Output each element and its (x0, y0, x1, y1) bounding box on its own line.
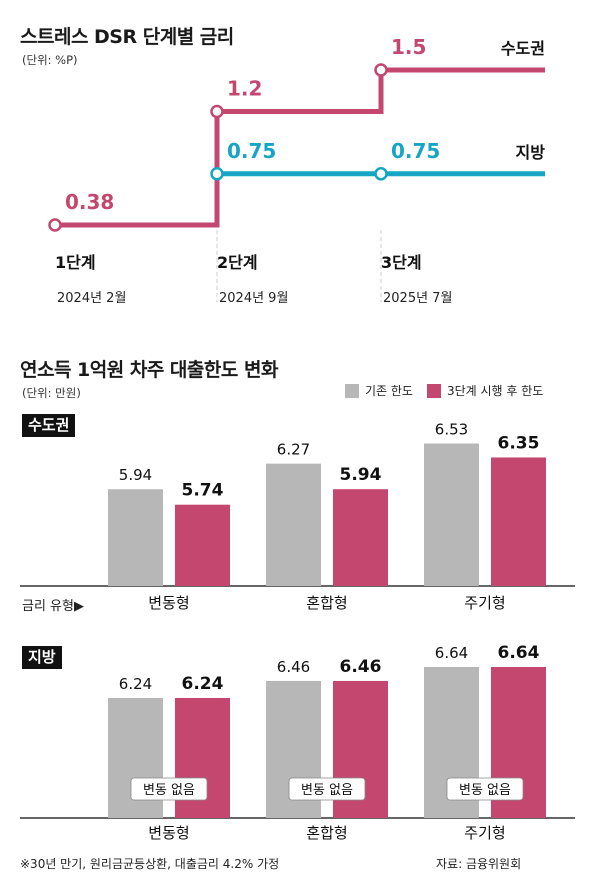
rate-value-label: 1.5 (391, 35, 426, 59)
bar-value-label: 6.24 (119, 675, 152, 693)
bar-value-label: 6.46 (340, 657, 382, 677)
capital-panel: 5.94 5.74 변동형 6.27 5.94 혼합형 6.53 6.35 주기형 (20, 421, 575, 612)
bar-value-label: 5.94 (119, 466, 152, 484)
rate-value-label: 1.2 (227, 77, 262, 101)
bar-value-label: 5.94 (340, 465, 382, 485)
bar-value-label: 6.27 (277, 441, 310, 459)
bottom-chart-title: 연소득 1억원 차주 대출한도 변화 (20, 359, 278, 381)
regional-panel: 6.24 6.24 변동형 변동 없음 6.46 6.46 혼합형 변동 없음 6.64 6.64… (20, 643, 575, 842)
legend-after-label: 3단계 시행 후 한도 (446, 384, 544, 398)
panel-badge-regional: 지방 (22, 646, 62, 669)
source: 자료: 금융위원회 (436, 857, 522, 871)
bar-value-label: 6.64 (498, 643, 540, 663)
rate-point (374, 167, 388, 181)
rate-points (48, 63, 388, 232)
rate-point (210, 104, 224, 119)
no-change-label: 변동 없음 (301, 783, 353, 798)
stage-date: 2025년 7월 (383, 291, 452, 306)
panel-badge-capital: 수도권 (22, 414, 76, 437)
stage-date: 2024년 9월 (219, 291, 288, 306)
stage-label: 3단계 (381, 253, 422, 272)
existing-limit-bar (424, 443, 479, 586)
footnote: ※30년 만기, 원리금균등상환, 대출금리 4.2% 가정 (20, 857, 280, 871)
series-name-capital: 수도권 (501, 39, 545, 58)
rate-point (48, 218, 62, 232)
rate-value-label: 0.75 (227, 139, 276, 163)
existing-limit-bar (108, 489, 163, 586)
bar-value-label: 6.46 (277, 658, 310, 676)
after-limit-bar (333, 489, 388, 586)
stage-date: 2024년 2월 (57, 291, 126, 306)
no-change-badge (446, 777, 524, 801)
rate-value-label: 0.75 (391, 139, 440, 163)
existing-limit-bar (266, 463, 321, 586)
no-change-label: 변동 없음 (143, 783, 195, 798)
bar-value-label: 5.74 (182, 481, 224, 501)
rate-point (210, 167, 224, 181)
bar-value-label: 6.53 (435, 421, 468, 439)
after-limit-bar (175, 504, 230, 586)
stage-label: 1단계 (55, 253, 96, 272)
capital-rate-line (55, 67, 545, 228)
rate-value-label: 0.38 (65, 190, 114, 214)
top-chart-title: 스트레스 DSR 단계별 금리 (20, 26, 234, 48)
rate-point (374, 63, 388, 77)
series-name-regional: 지방 (516, 143, 546, 162)
bar-value-label: 6.64 (435, 644, 468, 662)
stage-label: 2단계 (217, 253, 258, 272)
legend-existing-label: 기존 한도 (365, 384, 413, 398)
rate-value-labels: 0.38 1.2 1.5 0.75 0.75 (65, 35, 440, 214)
no-change-badge (130, 777, 208, 801)
category-label: 주기형 (464, 594, 505, 612)
legend-after-swatch (426, 383, 441, 398)
no-change-label: 변동 없음 (459, 783, 511, 798)
category-label: 혼합형 (306, 824, 347, 842)
no-change-badge (288, 777, 366, 801)
legend: 기존 한도 3단계 시행 후 한도 (345, 382, 543, 399)
category-label: 변동형 (148, 824, 189, 842)
after-limit-bar (491, 457, 546, 586)
top-chart-unit: (단위: %P) (22, 53, 78, 67)
category-label: 혼합형 (306, 594, 347, 612)
stage-dividers (216, 230, 382, 302)
bar-value-label: 6.35 (498, 433, 540, 453)
rate-type-label: 금리 유형▶ (22, 599, 84, 614)
legend-existing-swatch (345, 383, 359, 398)
bar-value-label: 6.24 (182, 674, 224, 694)
bottom-chart-unit: (단위: 만원) (22, 386, 81, 400)
category-label: 변동형 (148, 594, 189, 612)
category-label: 주기형 (464, 824, 505, 842)
stage-labels: 1단계 2024년 2월 2단계 2024년 9월 3단계 2025년 7월 (55, 253, 452, 306)
